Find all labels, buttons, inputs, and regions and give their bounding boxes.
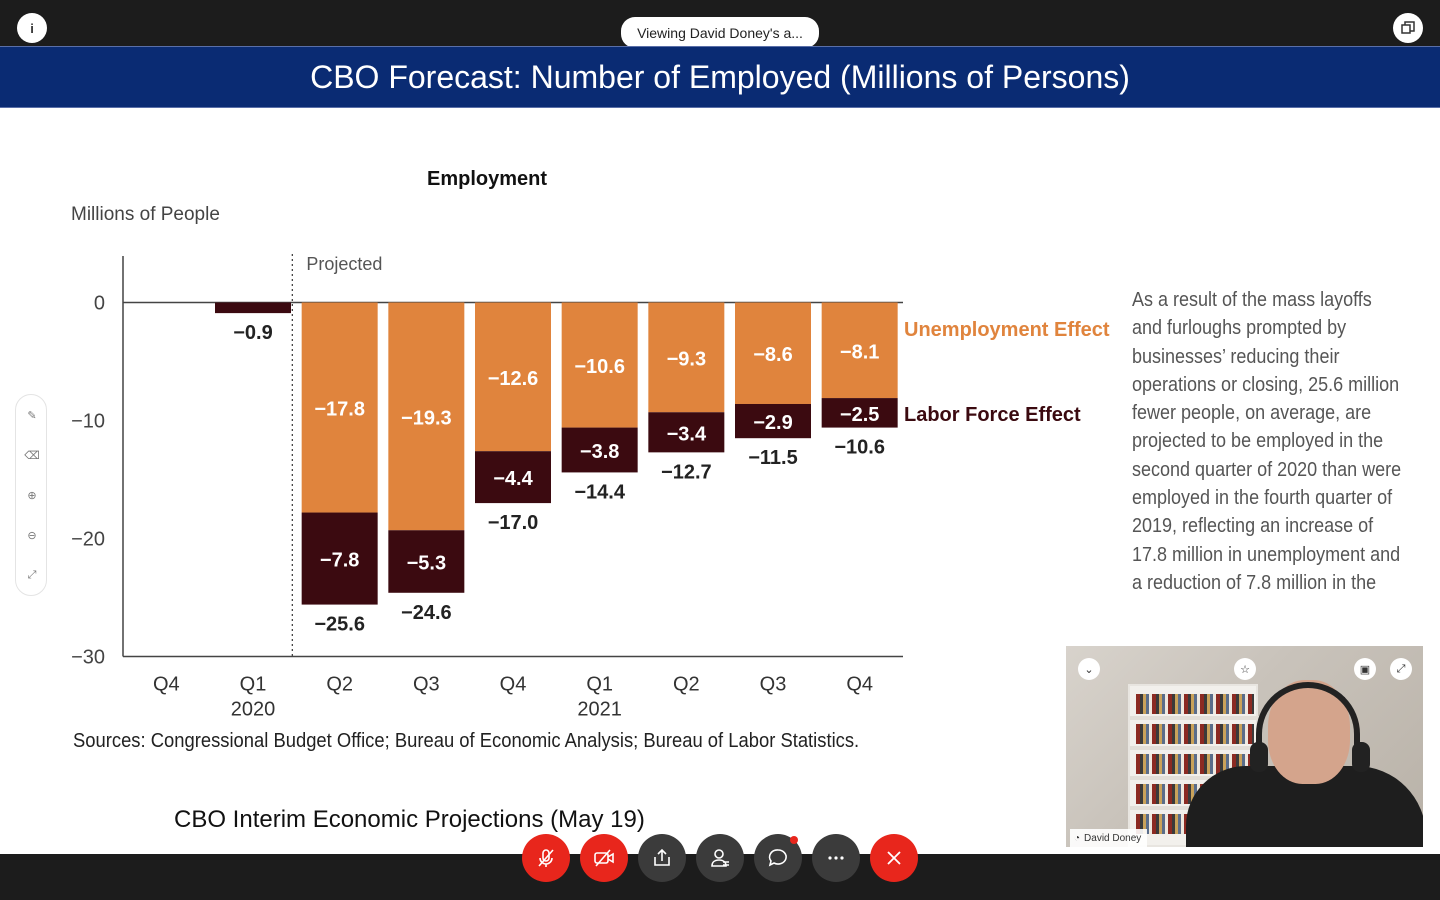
bar-unemployment <box>561 302 638 428</box>
bar-total-label: −10.6 <box>834 437 885 459</box>
slide-title: CBO Forecast: Number of Employed (Millio… <box>0 46 1440 108</box>
share-icon <box>654 848 670 866</box>
bar-label-unemployment: −19.3 <box>401 407 452 429</box>
bar-labor-force <box>561 427 638 473</box>
legend-labor-force: Labor Force Effect <box>904 404 1081 426</box>
close-icon <box>887 851 901 865</box>
bar-unemployment <box>648 302 725 413</box>
viewing-indicator[interactable]: Viewing David Doney's a... <box>621 17 819 48</box>
picture-in-picture-icon[interactable]: ▣ <box>1354 658 1376 680</box>
bar-label-labor-force: −3.4 <box>667 423 707 445</box>
x-tick-label: Q1 <box>240 674 267 696</box>
x-tick-label: Q4 <box>846 674 873 696</box>
bar-labor-force <box>301 512 378 605</box>
y-tick-label: −30 <box>71 647 105 669</box>
bar-label-unemployment: −8.6 <box>753 344 792 366</box>
headset <box>1256 682 1360 762</box>
description-text: As a result of the mass layoffs and furl… <box>1132 289 1402 594</box>
zoom-in-icon[interactable]: ⊕ <box>27 490 37 502</box>
bar-unemployment <box>735 302 811 404</box>
bar-total-label: −11.5 <box>748 447 798 469</box>
chart-title: Employment <box>427 168 547 190</box>
expand-icon[interactable]: ⤢ <box>1390 658 1412 680</box>
bar-total-label: −0.9 <box>233 322 272 344</box>
legend-unemployment: Unemployment Effect <box>904 319 1110 341</box>
x-year-label: 2021 <box>577 699 622 721</box>
bar-total-label: −14.4 <box>574 481 625 503</box>
x-tick-label: Q2 <box>326 674 353 696</box>
bar-labor-force <box>215 302 291 314</box>
bar-label-unemployment: −9.3 <box>667 348 706 370</box>
y-tick-label: −10 <box>71 411 105 433</box>
bar-unemployment <box>821 302 898 399</box>
bar-total-label: −25.6 <box>314 614 365 636</box>
pen-icon[interactable]: ✎ <box>27 410 37 422</box>
participant-name-tag: ◔ David Doney <box>1070 829 1148 847</box>
bar-label-unemployment: −17.8 <box>314 399 365 421</box>
bar-total-label: −24.6 <box>401 602 452 624</box>
x-tick-label: Q4 <box>153 674 180 696</box>
pin-icon[interactable]: ☆ <box>1234 658 1256 680</box>
chat-icon <box>768 849 787 867</box>
eraser-icon[interactable]: ⌫ <box>24 450 40 462</box>
restore-window-icon[interactable] <box>1393 13 1423 43</box>
top-bar: i Viewing David Doney's a... <box>0 0 1440 48</box>
shared-slide: CBO Forecast: Number of Employed (Millio… <box>0 46 1440 854</box>
bar-unemployment <box>388 302 465 531</box>
video-button[interactable] <box>580 834 628 882</box>
bar-label-labor-force: −2.9 <box>753 412 792 434</box>
bar-label-labor-force: −4.4 <box>493 468 533 490</box>
share-button[interactable] <box>638 834 686 882</box>
leave-button[interactable] <box>870 834 918 882</box>
bar-labor-force <box>388 530 465 593</box>
video-off-icon <box>594 849 614 867</box>
y-axis-label: Millions of People <box>71 204 220 225</box>
chevron-down-icon[interactable]: ⌄ <box>1078 658 1100 680</box>
bar-label-unemployment: −10.6 <box>574 356 625 378</box>
bar-unemployment <box>475 302 551 452</box>
bar-total-label: −12.7 <box>661 461 712 483</box>
x-tick-label: Q3 <box>760 674 787 696</box>
projected-label: Projected <box>306 254 382 274</box>
headset-ear-left <box>1250 742 1268 772</box>
mute-button[interactable] <box>522 834 570 882</box>
bar-label-labor-force: −7.8 <box>320 550 359 572</box>
participant-name: David Doney <box>1084 832 1142 844</box>
bar-labor-force <box>648 412 725 453</box>
bar-labor-force <box>821 398 898 428</box>
x-tick-label: Q2 <box>673 674 700 696</box>
mic-off-icon <box>538 849 554 867</box>
bar-label-labor-force: −2.5 <box>840 404 879 426</box>
participants-icon <box>711 849 729 867</box>
bar-label-unemployment: −12.6 <box>488 368 539 390</box>
info-icon[interactable]: i <box>17 13 47 43</box>
x-tick-label: Q1 <box>586 674 613 696</box>
bar-labor-force <box>735 403 811 439</box>
participant-video[interactable]: ⌄ ☆ ▣ ⤢ ◔ David Doney <box>1066 646 1423 847</box>
bar-labor-force <box>475 451 551 504</box>
y-tick-label: 0 <box>94 293 105 315</box>
chat-button[interactable] <box>754 834 802 882</box>
x-tick-label: Q4 <box>500 674 527 696</box>
participants-button[interactable] <box>696 834 744 882</box>
more-icon <box>828 856 844 860</box>
headset-ear-right <box>1352 742 1370 772</box>
bar-label-labor-force: −3.8 <box>580 441 619 463</box>
y-tick-label: −20 <box>71 529 105 551</box>
employment-chart: Employment Millions of People 0 −10 −20 −30… <box>71 168 1110 721</box>
fit-screen-icon[interactable]: ⤢ <box>27 569 37 581</box>
notification-dot <box>790 836 798 844</box>
footer-title: CBO Interim Economic Projections (May 19… <box>174 806 645 833</box>
more-button[interactable] <box>812 834 860 882</box>
bar-label-labor-force: −5.3 <box>407 553 446 575</box>
annotation-toolbar: ✎ ⌫ ⊕ ⊖ ⤢ <box>15 394 47 596</box>
user-icon: ◔ <box>1074 832 1081 844</box>
zoom-out-icon[interactable]: ⊖ <box>27 530 37 542</box>
sources-note: Sources: Congressional Budget Office; Bu… <box>73 730 860 752</box>
x-year-label: 2020 <box>231 699 276 721</box>
bar-label-unemployment: −8.1 <box>840 341 879 363</box>
bar-total-label: −17.0 <box>488 512 539 534</box>
bar-unemployment <box>301 302 378 513</box>
x-tick-label: Q3 <box>413 674 440 696</box>
